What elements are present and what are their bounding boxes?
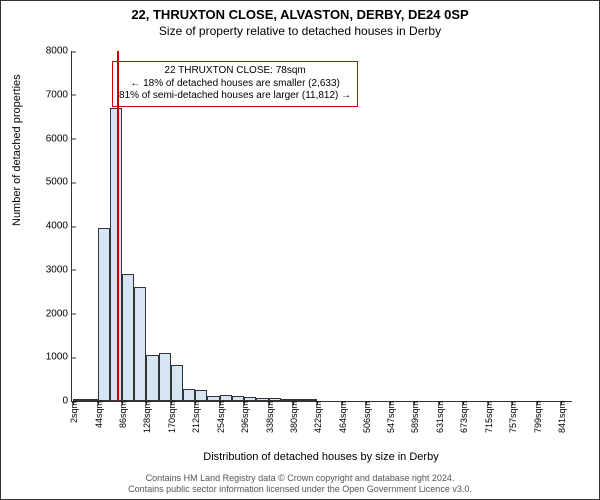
x-tick: 254sqm [214,401,226,433]
y-tick: 2000 [28,308,72,319]
x-tick: 44sqm [92,401,104,428]
y-tick: 0 [28,396,72,407]
chart-container: 22, THRUXTON CLOSE, ALVASTON, DERBY, DE2… [0,0,600,500]
histogram-bar [159,353,171,401]
histogram-bar [281,399,293,401]
histogram-bar [134,287,146,401]
x-tick: 296sqm [238,401,250,433]
x-tick: 2sqm [67,401,79,423]
y-tick: 3000 [28,264,72,275]
x-tick: 547sqm [384,401,396,433]
reference-line [117,51,119,401]
plot-area: 22 THRUXTON CLOSE: 78sqm ← 18% of detach… [71,51,572,402]
histogram-bar [98,228,110,401]
histogram-bar [122,274,134,401]
chart-subtitle: Size of property relative to detached ho… [1,24,599,38]
x-tick: 212sqm [189,401,201,433]
chart-title: 22, THRUXTON CLOSE, ALVASTON, DERBY, DE2… [1,7,599,22]
y-axis-label: Number of detached properties [11,74,23,226]
footer-line: Contains public sector information licen… [1,484,599,495]
x-tick: 170sqm [165,401,177,433]
histogram-bar [269,398,281,401]
histogram-bar [232,396,244,401]
histogram-bar [195,390,207,401]
x-axis-label: Distribution of detached houses by size … [71,451,571,463]
annotation-line: 22 THRUXTON CLOSE: 78sqm [119,65,351,78]
x-tick: 86sqm [116,401,128,428]
footer: Contains HM Land Registry data © Crown c… [1,473,599,495]
x-tick: 631sqm [433,401,445,433]
y-tick: 8000 [28,46,72,57]
x-tick: 673sqm [457,401,469,433]
histogram-bar [256,398,268,402]
x-tick: 128sqm [140,401,152,433]
histogram-bar [220,395,232,401]
y-tick: 7000 [28,89,72,100]
annotation-line: ← 18% of detached houses are smaller (2,… [119,78,351,91]
histogram-bar [244,397,256,401]
footer-line: Contains HM Land Registry data © Crown c… [1,473,599,484]
x-tick: 757sqm [506,401,518,433]
x-tick: 799sqm [531,401,543,433]
histogram-bar [73,399,97,401]
histogram-bar [293,399,305,401]
x-tick: 506sqm [360,401,372,433]
x-tick: 841sqm [555,401,567,433]
histogram-bar [146,355,158,401]
annotation-line: 81% of semi-detached houses are larger (… [119,90,351,103]
y-tick: 1000 [28,352,72,363]
histogram-bar [110,108,122,401]
histogram-bar [183,389,195,401]
histogram-bar [305,399,317,401]
x-tick: 422sqm [311,401,323,433]
x-tick: 338sqm [263,401,275,433]
y-tick: 4000 [28,221,72,232]
annotation-box: 22 THRUXTON CLOSE: 78sqm ← 18% of detach… [112,61,358,107]
y-tick: 5000 [28,177,72,188]
x-tick: 380sqm [287,401,299,433]
y-tick: 6000 [28,133,72,144]
histogram-bar [171,365,183,401]
x-tick: 464sqm [336,401,348,433]
x-tick: 715sqm [482,401,494,433]
histogram-bar [207,396,219,401]
x-tick: 589sqm [408,401,420,433]
